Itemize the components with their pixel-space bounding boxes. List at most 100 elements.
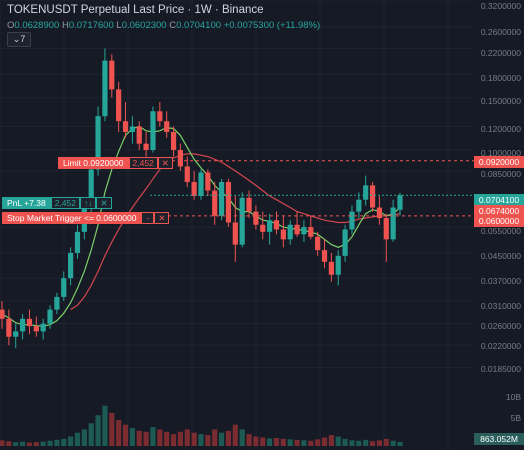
- candle-body: [287, 224, 293, 240]
- volume-bar: [122, 424, 129, 446]
- volume-bar: [150, 427, 156, 446]
- candle-body: [363, 185, 369, 200]
- candle-body: [95, 116, 101, 170]
- high-label: H: [61, 20, 69, 31]
- candle-body: [356, 199, 362, 212]
- volume-bar: [260, 437, 266, 446]
- position-tag[interactable]: PnL +7.38 2,452 ↑↓ ✕: [2, 197, 112, 209]
- price-tick: 0.0850000: [480, 169, 521, 179]
- candle-body: [253, 211, 259, 225]
- candle-body: [54, 296, 60, 310]
- volume-bar: [280, 438, 286, 446]
- price-tick: 0.0185000: [480, 364, 521, 374]
- close-label: C: [169, 20, 177, 31]
- volume-bar: [170, 434, 177, 446]
- volume-bar: [239, 429, 245, 446]
- candle-body: [301, 227, 307, 235]
- volume-bar: [390, 440, 396, 446]
- limit-order-tag[interactable]: Limit 0.0920000 2,452 ✕: [58, 157, 173, 169]
- volume-bar: [267, 438, 273, 446]
- price-tick: 0.0220000: [480, 341, 521, 351]
- candle-body: [143, 143, 149, 150]
- stop-order-tag[interactable]: Stop Market Trigger <= 0.0600000- ✕: [2, 212, 170, 224]
- volume-bar: [61, 438, 67, 446]
- volume-bar: [40, 441, 46, 446]
- volume-bar: [335, 436, 341, 446]
- price-tick: 0.1500000: [480, 96, 521, 106]
- candle-body: [267, 220, 273, 232]
- candle-body: [40, 323, 46, 332]
- volume-bar: [308, 440, 314, 446]
- candle-body: [136, 126, 142, 144]
- volume-bar: [376, 440, 383, 446]
- limit-order-qty[interactable]: 2,452: [128, 157, 158, 169]
- volume-bar: [369, 441, 376, 446]
- stop-order-qty[interactable]: -: [141, 212, 155, 224]
- open-value: 0.0628900: [14, 20, 60, 31]
- volume-bar: [273, 437, 280, 446]
- candle-body: [225, 182, 232, 223]
- candle-body: [13, 331, 19, 337]
- volume-bar: [26, 442, 33, 446]
- volume-bar: [116, 419, 122, 446]
- candle-body: [342, 229, 348, 256]
- change-value: +0.0075300 (+11.98%): [223, 20, 321, 31]
- price-tick: 0.3200000: [480, 1, 521, 11]
- candle-body: [170, 131, 177, 150]
- volume-bar: [294, 439, 300, 446]
- ma-short-path: [1, 125, 401, 327]
- indicators-toggle-button[interactable]: ⌄7: [7, 32, 31, 47]
- volume-bar: [136, 430, 142, 446]
- volume-bar: [33, 442, 39, 446]
- candle-body: [205, 172, 211, 191]
- ma-price-label: 0.0674000: [474, 205, 524, 217]
- volume-bar: [6, 441, 12, 446]
- volume-tick: 10B: [505, 392, 521, 402]
- volume-bars: [0, 405, 403, 446]
- stop-price-label: 0.0600000: [474, 215, 524, 227]
- candle-body: [335, 255, 341, 275]
- candle-body: [315, 236, 321, 251]
- position-qty[interactable]: 2,452: [50, 197, 80, 209]
- volume-bar: [321, 437, 328, 446]
- ma-short-line: [1, 125, 401, 327]
- volume-bar: [363, 439, 369, 446]
- candle-body: [280, 229, 286, 240]
- volume-bar: [157, 429, 163, 446]
- close-icon[interactable]: ✕: [154, 212, 170, 224]
- volume-tick: 5B: [510, 413, 521, 423]
- candle-body: [184, 166, 190, 183]
- candle-body: [109, 60, 115, 90]
- candle-body: [246, 197, 252, 212]
- candle-body: [122, 121, 129, 132]
- volume-bar: [246, 434, 252, 446]
- volume-bar: [54, 439, 60, 446]
- high-value: 0.0717600: [68, 20, 114, 31]
- volume-bar: [356, 440, 362, 446]
- volume-bar: [397, 441, 403, 446]
- candle-body: [177, 149, 184, 167]
- volume-bar: [68, 436, 74, 446]
- price-tick: 0.1200000: [480, 124, 521, 134]
- candle-body: [369, 185, 376, 208]
- current-volume-label: 863.052M: [474, 433, 524, 445]
- volume-bar: [74, 432, 81, 446]
- volume-bar: [13, 442, 19, 446]
- volume-bar: [88, 423, 94, 446]
- close-icon[interactable]: ✕: [96, 197, 112, 209]
- reverse-position-icon[interactable]: ↑↓: [79, 197, 97, 209]
- volume-bar: [129, 427, 135, 446]
- price-tick: 0.2600000: [480, 27, 521, 37]
- volume-bar: [315, 439, 321, 446]
- volume-bar: [218, 432, 225, 446]
- candle-body: [33, 326, 39, 332]
- close-icon[interactable]: ✕: [157, 157, 173, 169]
- limit-price-label: 0.0920000: [474, 156, 524, 168]
- candle-body: [129, 126, 135, 132]
- volume-bar: [143, 431, 149, 446]
- candle-body: [212, 190, 218, 216]
- limit-order-label: Limit 0.0920000: [58, 157, 129, 169]
- order-lines: [150, 160, 474, 217]
- price-tick: 0.2200000: [480, 48, 521, 58]
